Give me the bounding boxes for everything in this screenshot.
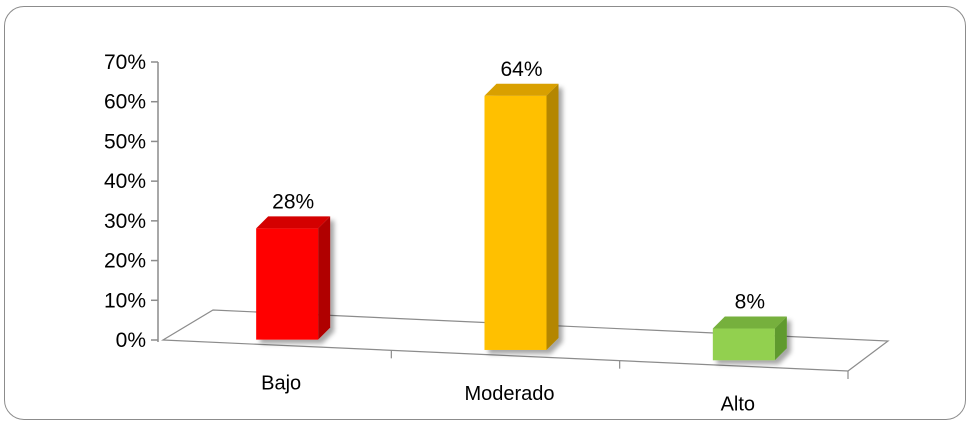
y-tick-label: 0%	[116, 329, 146, 352]
x-category-label: Alto	[721, 393, 755, 415]
data-label: 64%	[500, 58, 542, 81]
bar-alto	[712, 316, 787, 361]
bar-top-face	[484, 83, 559, 96]
bar-side-face	[774, 316, 787, 361]
bar-layer	[256, 83, 787, 361]
bar-side-face	[546, 83, 559, 350]
bar-top-face	[712, 316, 787, 329]
y-tick-label: 70%	[104, 51, 146, 74]
data-label: 8%	[735, 291, 765, 314]
x-category-label: Bajo	[261, 373, 301, 395]
x-category-label: Moderado	[464, 383, 554, 405]
bar-bajo	[256, 216, 331, 340]
label-layer: 28% Bajo 64% Moderado 8% Alto	[261, 58, 765, 416]
bar-front-face	[256, 228, 319, 340]
bar-side-face	[318, 216, 331, 340]
y-tick-label: 60%	[104, 91, 146, 114]
bar-front-face	[484, 95, 547, 350]
y-tick-label: 20%	[104, 250, 146, 273]
y-tick-label: 50%	[104, 130, 146, 153]
bar-front-face	[712, 328, 775, 361]
y-tick-label: 40%	[104, 170, 146, 193]
bar-top-face	[256, 216, 331, 229]
y-tick-label: 10%	[104, 289, 146, 312]
data-label: 28%	[272, 190, 314, 213]
bar-moderado	[484, 83, 559, 350]
y-tick-label: 30%	[104, 210, 146, 233]
